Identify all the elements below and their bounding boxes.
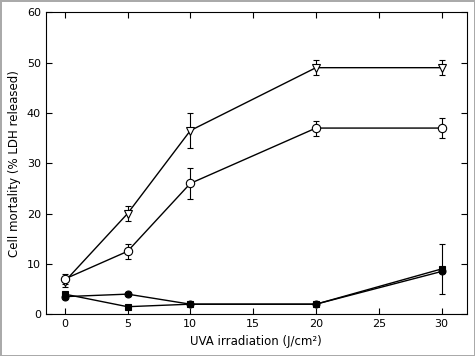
X-axis label: UVA irradiation (J/cm²): UVA irradiation (J/cm²) bbox=[190, 335, 322, 348]
Y-axis label: Cell mortality (% LDH released): Cell mortality (% LDH released) bbox=[9, 70, 21, 257]
